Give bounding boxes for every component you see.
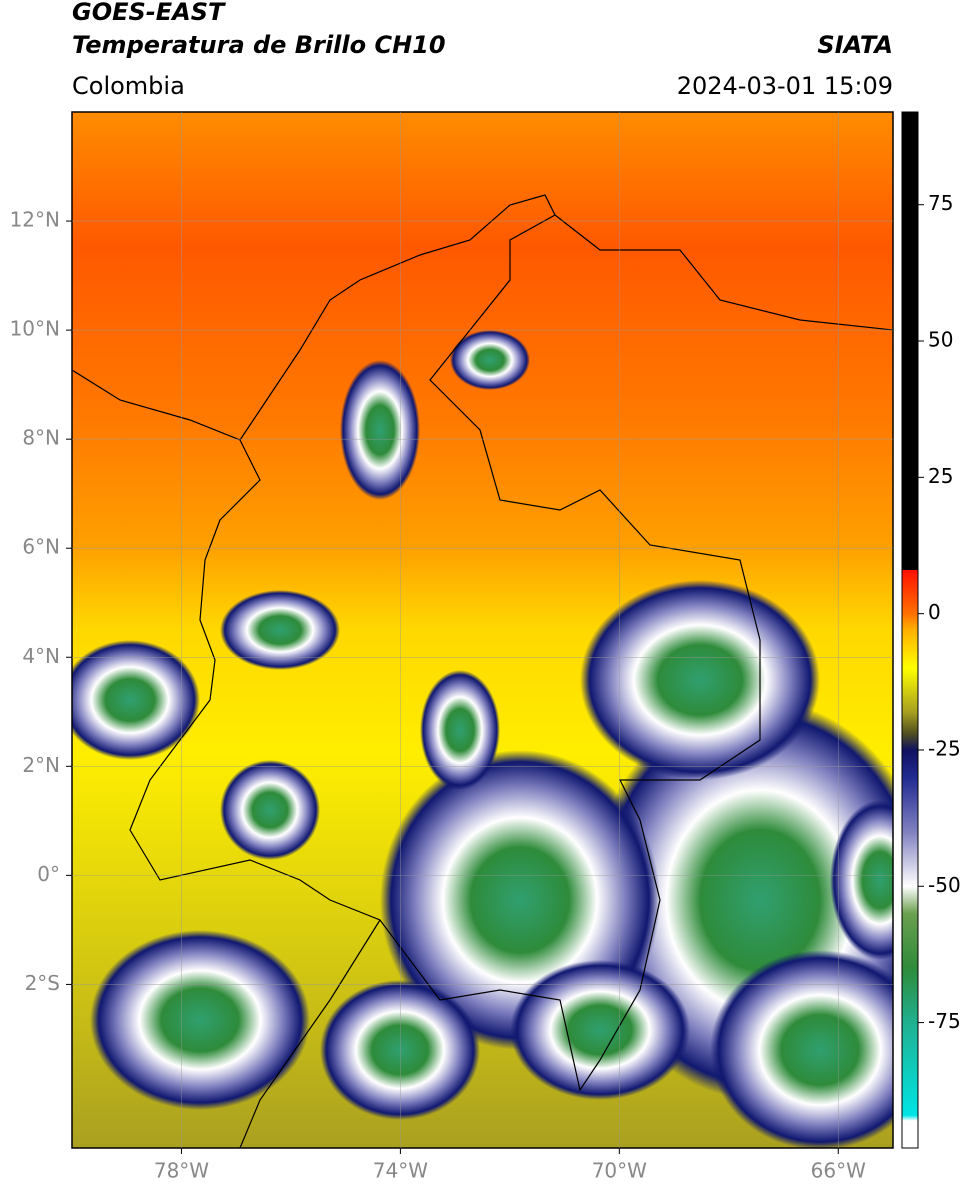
- source: SIATA: [817, 31, 893, 59]
- colorbar-tick-label: -25: [928, 736, 961, 760]
- colorbar-tick-label: 75: [928, 191, 953, 215]
- x-tick-label: 74°W: [373, 1159, 428, 1183]
- y-tick-label: 2°S: [25, 971, 60, 995]
- y-tick-label: 2°N: [22, 753, 60, 777]
- y-tick-label: 10°N: [10, 317, 60, 341]
- colorbar-tick-label: 0: [928, 600, 941, 624]
- datetime: 2024-03-01 15:09: [677, 72, 893, 100]
- map-image: [72, 112, 893, 1148]
- y-tick-label: 4°N: [22, 644, 60, 668]
- colorbar-tick-label: -50: [928, 873, 961, 897]
- y-tick-label: 6°N: [22, 535, 60, 559]
- map-frame: [71, 111, 894, 1149]
- y-tick-label: 12°N: [10, 208, 60, 232]
- subtitle: Temperatura de Brillo CH10: [72, 31, 446, 59]
- colorbar: [901, 111, 919, 1149]
- colorbar-tick-label: -75: [928, 1009, 961, 1033]
- y-tick-label: 8°N: [22, 426, 60, 450]
- y-tick-label: 0°: [37, 862, 60, 886]
- title: GOES-EAST: [72, 0, 226, 26]
- colorbar-tick-label: 50: [928, 328, 953, 352]
- x-tick-label: 78°W: [154, 1159, 209, 1183]
- x-tick-label: 70°W: [592, 1159, 647, 1183]
- region: Colombia: [72, 72, 185, 100]
- colorbar-tick-label: 25: [928, 464, 953, 488]
- x-tick-label: 66°W: [811, 1159, 866, 1183]
